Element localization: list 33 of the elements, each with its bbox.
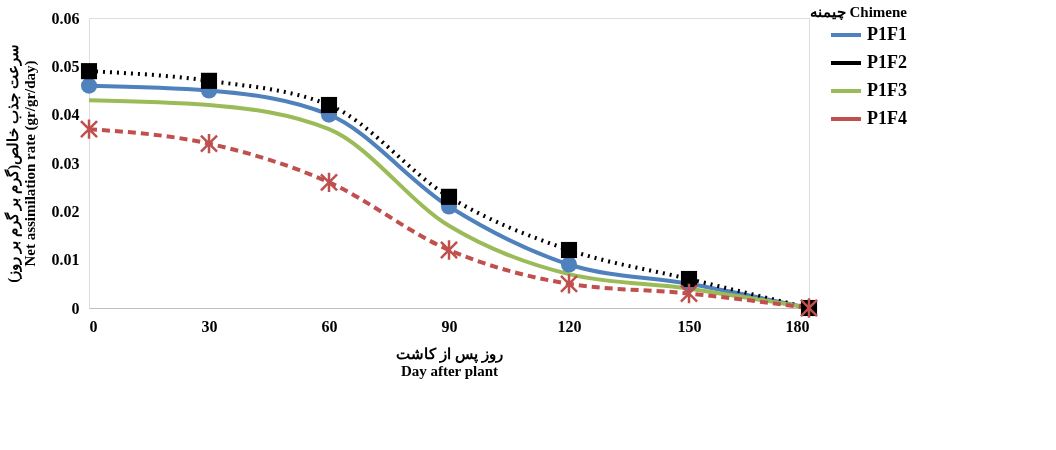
legend-label: P1F3 xyxy=(867,80,907,100)
y-tick-label: 0.01 xyxy=(51,251,80,269)
legend-label: P1F1 xyxy=(867,24,907,44)
point xyxy=(680,270,698,288)
legend-label: P1F2 xyxy=(867,52,907,72)
x-tick-label: 60 xyxy=(321,317,338,335)
y-tick-label: 0.04 xyxy=(51,106,80,124)
x-tick-label: 180 xyxy=(785,317,810,335)
y-tick-label: 0 xyxy=(71,299,80,317)
point xyxy=(439,239,459,261)
legend-label: P1F4 xyxy=(867,108,907,128)
point xyxy=(560,241,578,259)
point xyxy=(200,72,218,89)
y-tick-label: 0.06 xyxy=(51,9,80,27)
point xyxy=(80,77,98,94)
y-tick-label: 0.02 xyxy=(51,202,80,220)
text: چیمنه Chimene xyxy=(809,4,908,21)
x-tick-label: 120 xyxy=(557,317,582,335)
x-tick-label: 30 xyxy=(201,317,218,335)
point xyxy=(199,132,219,155)
point xyxy=(440,188,458,205)
point xyxy=(560,256,578,273)
y-tick-label: 0.05 xyxy=(51,57,80,75)
x-tick-label: 150 xyxy=(677,317,702,335)
point xyxy=(320,96,338,114)
point xyxy=(559,272,579,295)
point xyxy=(79,118,99,141)
x-tick-label: 90 xyxy=(441,317,458,335)
point xyxy=(679,282,699,305)
point xyxy=(319,171,339,194)
point xyxy=(80,63,98,80)
x-tick-label: 0 xyxy=(89,317,98,335)
y-tick-label: 0.03 xyxy=(51,154,80,172)
